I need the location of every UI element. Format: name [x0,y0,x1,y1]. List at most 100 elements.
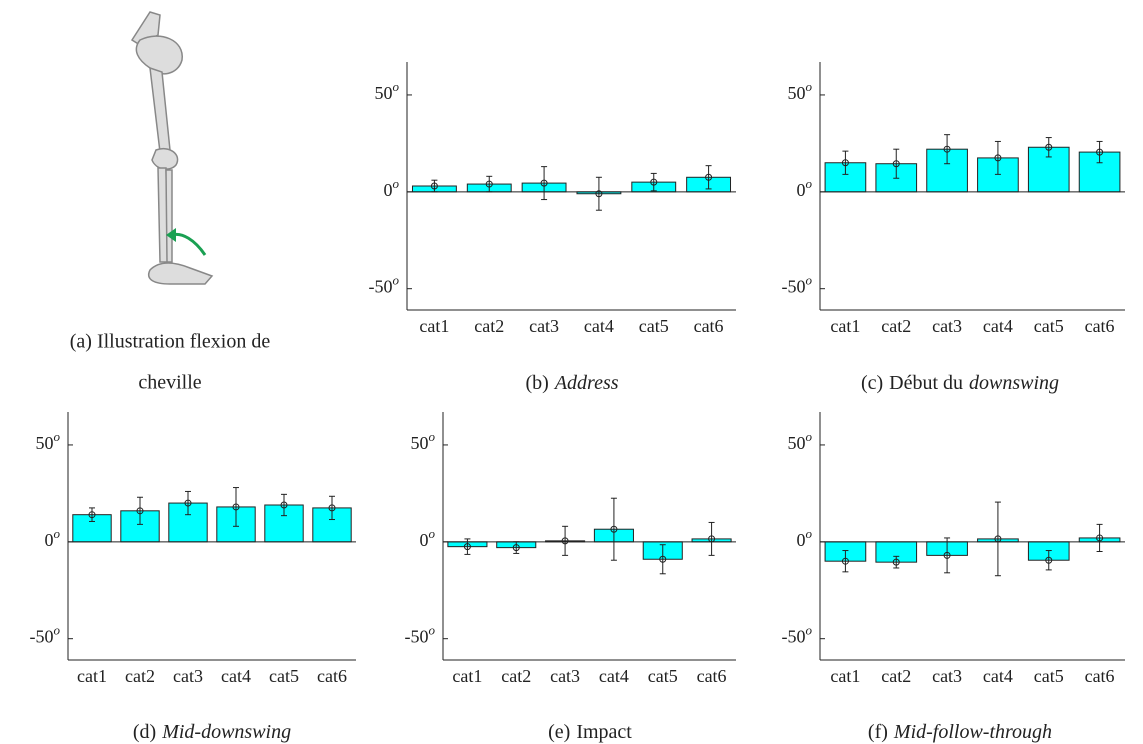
tick-value: 50 [411,433,429,453]
tick-unit: o [806,79,813,94]
mean-marker [892,160,900,168]
chart-caption: (b) Address [525,372,618,394]
tick-unit: o [393,176,400,191]
x-tick-label: cat6 [697,666,727,686]
y-tick-label: -50o [782,623,813,647]
x-tick-label: cat6 [1085,666,1115,686]
tick-unit: o [806,526,813,541]
mean-marker [280,501,288,509]
x-tick-label: cat6 [694,316,724,336]
x-tick-label: cat1 [452,666,482,686]
x-tick-label: cat3 [550,666,580,686]
caption-title: Début du [889,372,963,394]
tick-value: -50 [30,627,54,647]
x-tick-label: cat6 [1085,316,1115,336]
tick-unit: o [429,623,436,638]
x-tick-label: cat3 [173,666,203,686]
y-tick-label: -50o [369,273,400,297]
tick-value: 0 [45,530,54,550]
mean-marker [232,503,240,511]
mean-marker [430,182,438,190]
y-tick-label: 0o [420,526,436,550]
x-tick-label: cat5 [1034,666,1064,686]
tick-value: 50 [375,83,393,103]
tick-value: -50 [782,277,806,297]
x-tick-label: cat3 [529,316,559,336]
arrow-head [166,228,176,242]
chart-caption: (f) Mid-follow-through [868,721,1052,743]
tick-unit: o [54,429,61,444]
x-tick-label: cat4 [983,666,1013,686]
y-tick-label: 50o [411,429,436,453]
mean-marker [512,544,520,552]
x-tick-label: cat5 [639,316,669,336]
x-tick-label: cat1 [830,666,860,686]
bar [1078,151,1121,193]
mean-marker [88,511,96,519]
mean-marker [943,551,951,559]
x-tick-label: cat4 [983,316,1013,336]
mean-marker [485,180,493,188]
y-tick-label: 50o [788,79,813,103]
caption-label: (b) [525,372,548,394]
mean-marker [595,190,603,198]
x-tick-label: cat6 [317,666,347,686]
tick-value: 0 [797,180,806,200]
chart-caption: (d) Mid-downswing [133,721,291,743]
mean-marker [892,558,900,566]
tick-unit: o [393,79,400,94]
mean-marker [659,555,667,563]
tick-unit: o [429,429,436,444]
flexion-arrow [171,232,207,256]
illustration-caption: (a) Illustration flexion de [70,331,271,353]
x-tick-label: cat5 [269,666,299,686]
mean-marker [841,159,849,167]
mean-marker [328,504,336,512]
mean-marker [540,179,548,187]
mean-marker [994,154,1002,162]
y-tick-label: 0o [797,526,813,550]
x-tick-label: cat1 [77,666,107,686]
tick-value: 0 [420,530,429,550]
mean-marker [136,507,144,515]
y-tick-label: 0o [45,526,61,550]
tick-unit: o [54,526,61,541]
tick-unit: o [429,526,436,541]
x-tick-label: cat2 [474,316,504,336]
y-tick-label: 50o [788,429,813,453]
caption-title: Mid-downswing [161,721,291,743]
tick-value: -50 [405,627,429,647]
tick-unit: o [806,176,813,191]
tick-value: -50 [782,627,806,647]
mean-marker [561,537,569,545]
tick-value: 0 [384,180,393,200]
leg-illustration [130,11,214,285]
mean-marker [841,557,849,565]
tick-value: 50 [36,433,54,453]
tick-unit: o [806,429,813,444]
tick-value: 0 [797,530,806,550]
caption-label: (d) [133,721,156,743]
tick-unit: o [54,623,61,638]
chart-caption: (c) Début du downswing [861,372,1059,394]
mean-marker [1096,534,1104,542]
illustration-caption: cheville [138,372,201,394]
y-tick-label: 50o [36,429,61,453]
caption-label: (e) [548,721,570,743]
chart-caption: (e) Impact [548,721,632,743]
mean-marker [943,145,951,153]
x-tick-label: cat3 [932,316,962,336]
tick-unit: o [806,273,813,288]
mean-marker [1045,556,1053,564]
x-tick-label: cat4 [221,666,251,686]
y-tick-label: -50o [782,273,813,297]
x-tick-label: cat2 [125,666,155,686]
mean-marker [610,525,618,533]
y-tick-label: 50o [375,79,400,103]
x-tick-label: cat1 [419,316,449,336]
tick-value: 50 [788,83,806,103]
x-tick-label: cat4 [584,316,614,336]
mean-marker [650,178,658,186]
x-tick-label: cat3 [932,666,962,686]
x-tick-label: cat5 [1034,316,1064,336]
